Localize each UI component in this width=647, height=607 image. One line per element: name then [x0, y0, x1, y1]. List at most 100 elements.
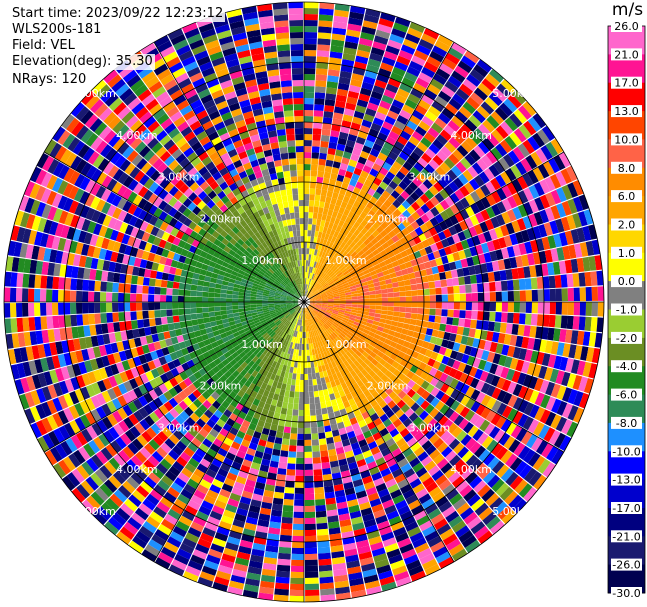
velocity-gate	[262, 302, 268, 305]
velocity-gate	[308, 306, 313, 311]
velocity-gate	[306, 272, 309, 279]
velocity-gate	[554, 275, 562, 288]
velocity-gate	[429, 433, 440, 445]
velocity-gate	[41, 329, 50, 344]
velocity-gate	[555, 416, 568, 432]
velocity-gate	[495, 302, 503, 312]
velocity-gate	[256, 304, 263, 307]
velocity-gate	[91, 382, 102, 395]
velocity-gate	[504, 356, 513, 368]
velocity-gate	[392, 175, 402, 186]
velocity-gate	[332, 118, 342, 126]
velocity-gate	[101, 403, 112, 416]
velocity-gate	[172, 309, 179, 316]
velocity-gate	[325, 196, 332, 204]
velocity-gate	[423, 261, 432, 269]
velocity-gate	[118, 485, 132, 499]
velocity-gate	[357, 347, 365, 354]
velocity-gate	[238, 298, 245, 302]
velocity-gate	[214, 334, 222, 341]
velocity-gate	[83, 325, 91, 337]
velocity-gate	[307, 306, 312, 312]
velocity-gate	[258, 592, 274, 601]
velocity-gate	[261, 568, 276, 577]
velocity-gate	[410, 402, 420, 412]
velocity-gate	[315, 315, 321, 321]
velocity-gate	[379, 413, 389, 423]
velocity-gate	[312, 310, 318, 315]
velocity-gate	[442, 57, 457, 70]
velocity-gate	[231, 487, 243, 496]
velocity-gate	[332, 275, 338, 281]
velocity-gate	[253, 319, 261, 324]
velocity-gate	[412, 483, 425, 494]
velocity-gate	[216, 395, 225, 405]
velocity-gate	[452, 233, 461, 244]
velocity-gate	[363, 14, 380, 24]
velocity-gate	[163, 265, 171, 274]
velocity-gate	[238, 269, 246, 276]
velocity-gate	[315, 304, 322, 307]
velocity-gate	[255, 393, 263, 401]
velocity-gate	[34, 316, 42, 331]
velocity-gate	[250, 309, 257, 314]
velocity-gate	[307, 325, 311, 332]
velocity-gate	[509, 475, 524, 490]
velocity-gate	[95, 487, 109, 502]
velocity-gate	[85, 476, 99, 491]
velocity-gate	[411, 383, 421, 393]
velocity-gate	[315, 498, 326, 506]
velocity-gate	[180, 248, 189, 257]
velocity-gate	[43, 343, 52, 357]
velocity-gate	[332, 21, 348, 30]
velocity-gate	[398, 151, 410, 161]
velocity-gate	[374, 354, 382, 363]
velocity-gate	[363, 113, 375, 123]
velocity-gate	[257, 313, 265, 317]
velocity-gate	[483, 292, 490, 302]
velocity-gate	[313, 475, 323, 482]
velocity-gate	[28, 303, 35, 317]
velocity-gate	[195, 302, 203, 308]
velocity-gate	[428, 465, 440, 477]
velocity-gate	[120, 503, 135, 517]
velocity-gate	[391, 447, 402, 458]
velocity-gate	[28, 230, 38, 245]
velocity-gate	[392, 199, 402, 209]
velocity-gate	[331, 33, 346, 42]
velocity-gate	[435, 390, 445, 401]
velocity-gate	[297, 337, 301, 344]
velocity-gate	[444, 157, 456, 169]
velocity-gate	[58, 210, 69, 225]
velocity-gate	[313, 390, 319, 398]
velocity-gate	[384, 115, 396, 126]
velocity-gate	[330, 197, 337, 205]
velocity-gate	[287, 402, 294, 410]
velocity-gate	[348, 316, 356, 322]
velocity-gate	[197, 394, 207, 404]
velocity-gate	[115, 231, 125, 243]
velocity-gate	[187, 499, 201, 511]
velocity-gate	[117, 172, 129, 185]
velocity-gate	[177, 493, 190, 505]
velocity-gate	[274, 437, 283, 445]
velocity-gate	[339, 348, 346, 356]
velocity-gate	[310, 361, 315, 368]
velocity-gate	[22, 303, 29, 317]
velocity-gate	[486, 331, 494, 342]
velocity-gate	[180, 269, 188, 278]
velocity-gate	[410, 426, 421, 437]
velocity-gate	[330, 340, 336, 348]
velocity-gate	[447, 286, 454, 294]
velocity-gate	[378, 276, 386, 282]
velocity-gate	[316, 378, 322, 385]
velocity-gate	[264, 447, 273, 455]
velocity-gate	[483, 302, 491, 312]
velocity-gate	[347, 430, 356, 439]
velocity-gate	[234, 280, 242, 285]
velocity-gate	[339, 464, 349, 473]
velocity-gate	[198, 443, 210, 453]
velocity-gate	[265, 545, 279, 553]
velocity-gate	[308, 294, 314, 299]
velocity-gate	[289, 595, 304, 602]
